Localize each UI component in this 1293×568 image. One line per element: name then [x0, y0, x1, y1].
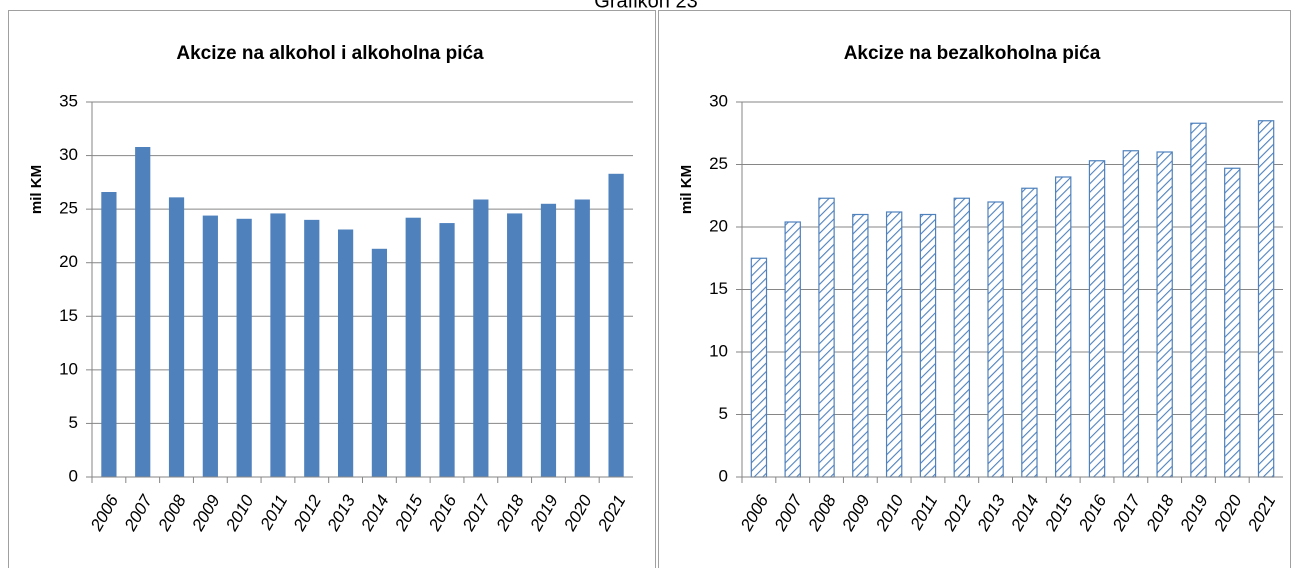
bar: [1257, 120, 1275, 478]
y-tick-label: 15: [59, 306, 78, 325]
x-tick-label: 2010: [872, 491, 908, 535]
x-tick-label: 2014: [357, 492, 393, 535]
x-tick-label: 2018: [1142, 491, 1178, 535]
x-tick-label: 2008: [804, 491, 840, 535]
x-tick-label: 2015: [1041, 491, 1077, 535]
x-tick-label: 2013: [323, 491, 359, 535]
bar: [1224, 167, 1241, 478]
y-tick-label: 30: [709, 91, 728, 110]
bar: [270, 213, 286, 477]
bar: [236, 218, 252, 478]
bar: [987, 201, 1004, 478]
x-tick-label: 2019: [526, 491, 562, 535]
bar: [750, 257, 768, 478]
bar: [405, 217, 421, 477]
bar: [101, 192, 117, 477]
x-tick-label: 2011: [256, 492, 291, 534]
bar: [784, 221, 801, 478]
y-tick-label: 20: [59, 252, 78, 271]
bar: [919, 213, 937, 478]
y-tick-label: 15: [709, 279, 728, 298]
x-tick-label: 2012: [289, 491, 325, 535]
bar: [1156, 151, 1173, 478]
bar: [371, 248, 388, 477]
x-tick-label: 2009: [838, 491, 874, 535]
x-tick-label: 2019: [1176, 491, 1212, 535]
x-tick-label: 2006: [736, 491, 772, 535]
x-tick-label: 2014: [1007, 492, 1043, 535]
y-tick-label: 35: [59, 91, 78, 110]
left-panel-border: [8, 10, 656, 568]
x-tick-label: 2012: [939, 491, 975, 535]
bar: [608, 173, 624, 478]
bar: [852, 213, 869, 478]
y-tick-label: 25: [59, 199, 78, 218]
bar: [168, 197, 185, 477]
x-tick-label: 2009: [188, 491, 224, 535]
x-tick-label: 2021: [1244, 492, 1280, 535]
x-tick-label: 2008: [154, 491, 190, 535]
y-tick-label: 5: [69, 413, 78, 432]
bar: [135, 147, 151, 477]
y-axis-label: mil KM: [678, 165, 695, 214]
x-tick-label: 2020: [560, 491, 596, 535]
bar: [1190, 122, 1207, 478]
bar: [337, 229, 354, 477]
x-tick-label: 2015: [391, 491, 427, 535]
x-tick-label: 2013: [973, 491, 1009, 535]
x-tick-label: 2018: [492, 491, 528, 535]
y-tick-label: 5: [719, 404, 728, 423]
right-panel-border: [658, 10, 1291, 568]
x-tick-label: 2016: [1075, 491, 1111, 535]
y-axis-label: mil KM: [28, 165, 45, 214]
y-tick-label: 0: [719, 466, 728, 485]
bar: [574, 199, 590, 477]
page-title: Grafikon 23: [594, 0, 697, 12]
x-tick-label: 2010: [222, 491, 258, 535]
x-tick-label: 2020: [1210, 491, 1246, 535]
bar: [439, 223, 455, 477]
x-tick-label: 2021: [594, 492, 630, 535]
bar: [202, 215, 218, 478]
x-tick-label: 2006: [86, 491, 122, 535]
bar: [818, 197, 835, 478]
x-tick-label: 2016: [425, 491, 461, 535]
chart-title: Akcize na alkohol i alkoholna pića: [176, 43, 484, 64]
y-tick-label: 10: [709, 341, 728, 360]
x-tick-label: 2007: [120, 491, 156, 535]
y-tick-label: 10: [59, 359, 78, 378]
x-tick-label: 2011: [906, 492, 941, 534]
chart-title: Akcize na bezalkoholna pića: [844, 43, 1101, 64]
bar: [953, 197, 970, 478]
bar: [1122, 150, 1140, 478]
x-tick-label: 2017: [1108, 491, 1144, 535]
bar: [507, 213, 523, 477]
y-tick-label: 30: [59, 145, 78, 164]
bar: [540, 203, 557, 478]
y-tick-label: 0: [69, 466, 78, 485]
bar: [1088, 160, 1106, 478]
bar: [1055, 176, 1072, 478]
bar: [885, 211, 903, 478]
bar: [304, 219, 320, 477]
bar: [1021, 187, 1038, 478]
y-tick-label: 20: [709, 216, 728, 235]
x-tick-label: 2007: [770, 491, 806, 535]
bar: [473, 199, 489, 477]
x-tick-label: 2017: [458, 491, 494, 535]
y-tick-label: 25: [709, 154, 728, 173]
